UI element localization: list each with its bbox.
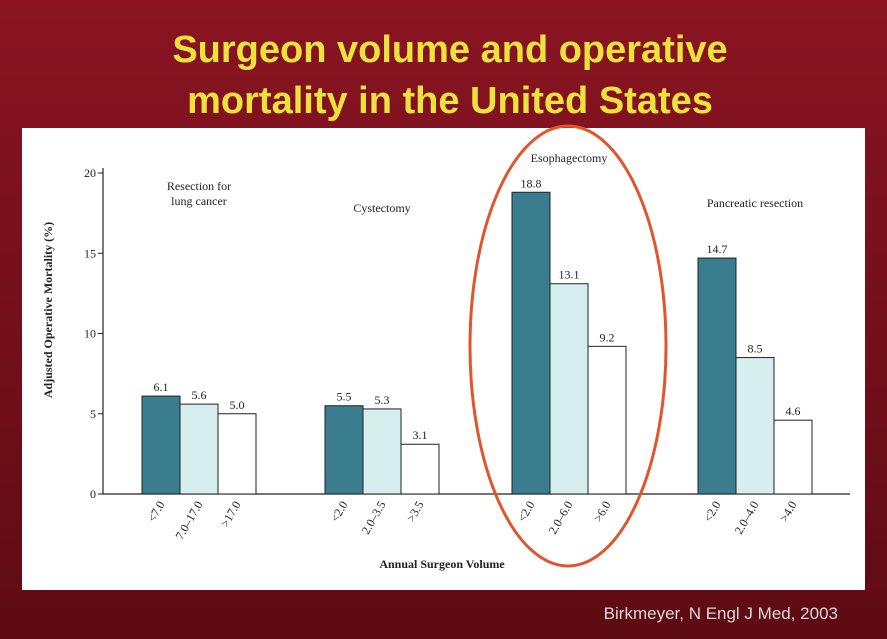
- y-tick-label: 10: [84, 327, 96, 341]
- y-tick-label: 15: [84, 246, 96, 260]
- bar: [587, 345, 627, 495]
- value-label: 13.1: [559, 268, 580, 282]
- bar: [549, 283, 589, 495]
- value-label: 5.3: [375, 393, 390, 407]
- highlight-ellipse: [468, 124, 668, 568]
- title-line: mortality in the United States: [187, 80, 713, 122]
- group-name: Resection for: [167, 179, 231, 193]
- bar: [773, 419, 813, 495]
- y-tick-label: 5: [90, 407, 96, 421]
- group-name: Esophagectomy: [531, 151, 608, 165]
- y-axis-label: Adjusted Operative Mortality (%): [41, 222, 55, 398]
- bar: [362, 408, 402, 495]
- value-label: 5.0: [230, 398, 245, 412]
- bar: [141, 395, 181, 495]
- bar: [400, 443, 440, 495]
- bar: [217, 413, 257, 495]
- bar: [697, 257, 737, 495]
- group-name: lung cancer: [171, 194, 227, 208]
- value-label: 14.7: [707, 242, 728, 256]
- value-label: 5.5: [337, 390, 352, 404]
- value-label: 5.6: [192, 388, 207, 402]
- y-tick-label: 20: [84, 166, 96, 180]
- source: Birkmeyer, N Engl J Med, 2003: [604, 604, 838, 623]
- value-label: 9.2: [600, 330, 615, 344]
- group-name: Pancreatic resection: [707, 196, 803, 210]
- value-label: 18.8: [521, 176, 542, 190]
- title-line: Surgeon volume and operative: [172, 29, 727, 71]
- group-name: Cystectomy: [353, 201, 410, 215]
- x-axis-label: Annual Surgeon Volume: [379, 557, 505, 571]
- y-tick-label: 0: [90, 487, 96, 501]
- bar: [324, 405, 364, 495]
- value-label: 8.5: [748, 342, 763, 356]
- value-label: 3.1: [413, 428, 428, 442]
- value-label: 4.6: [786, 404, 801, 418]
- bar: [511, 191, 551, 495]
- bar: [179, 403, 219, 495]
- bar: [735, 357, 775, 495]
- value-label: 6.1: [154, 380, 169, 394]
